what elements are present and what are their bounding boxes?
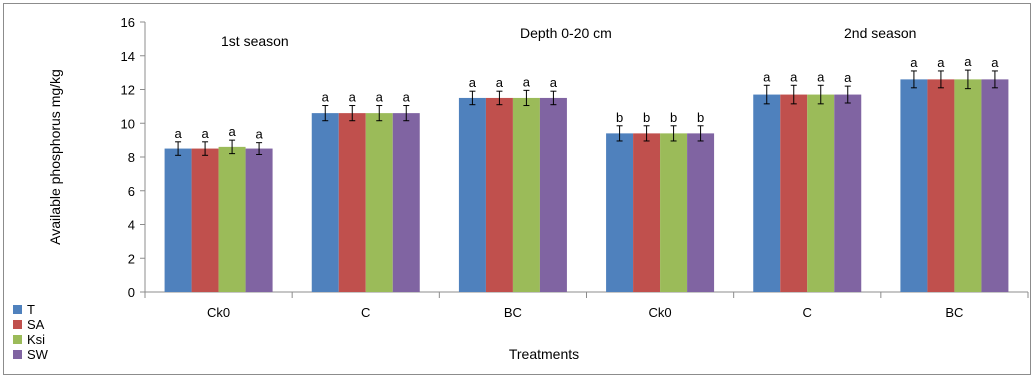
legend-label: T (27, 302, 35, 317)
bar (981, 79, 1009, 292)
significance-label: a (964, 54, 972, 69)
x-tick-label: C (361, 305, 370, 320)
significance-label: b (670, 110, 677, 125)
legend-swatch (13, 320, 22, 329)
x-axis-title: Treatments (509, 346, 579, 362)
significance-label: a (991, 55, 999, 70)
bar (807, 94, 835, 292)
y-axis-title: Available phosphorus mg/kg (47, 69, 63, 245)
bar-chart: 0 2 4 6 8 10 12 14 16 Ck0 a a a a Ca a a a BC a a a a Ck0 b b b b Ca… (13, 15, 1029, 362)
significance-label: a (201, 126, 209, 141)
y-tick-label: 10 (121, 116, 135, 131)
bar (191, 148, 219, 292)
legend-swatch (13, 350, 22, 359)
bar (660, 133, 688, 292)
bar (485, 97, 513, 292)
significance-label: a (469, 75, 477, 90)
y-tick-label: 4 (128, 218, 135, 233)
significance-label: a (523, 74, 531, 89)
bar (245, 148, 273, 292)
significance-label: a (910, 55, 918, 70)
y-tick-label: 6 (128, 184, 135, 199)
legend-label: Ksi (27, 332, 45, 347)
significance-label: a (763, 69, 771, 84)
plot-area: 0 2 4 6 8 10 12 14 16 Ck0 a a a a Ca a a a BC a a a a Ck0 b b b b Ca… (121, 15, 1029, 320)
y-tick-label: 12 (121, 83, 135, 98)
annotation-depth: Depth 0-20 cm (520, 25, 612, 41)
significance-label: a (376, 90, 384, 105)
x-tick-label: Ck0 (207, 305, 230, 320)
significance-label: a (322, 90, 330, 105)
significance-label: b (616, 110, 623, 125)
bar (458, 97, 486, 292)
bar (927, 79, 955, 292)
significance-label: b (643, 110, 650, 125)
annotation-2nd-season: 2nd season (844, 25, 916, 41)
bar (164, 148, 192, 292)
y-tick-label: 0 (128, 285, 135, 300)
x-tick-label: Ck0 (649, 305, 672, 320)
x-tick-label: BC (945, 305, 963, 320)
significance-label: a (844, 70, 852, 85)
significance-label: a (817, 69, 825, 84)
y-tick-label: 8 (128, 150, 135, 165)
y-tick-label: 16 (121, 15, 135, 30)
significance-label: a (174, 126, 182, 141)
significance-label: b (697, 110, 704, 125)
legend-swatch (13, 335, 22, 344)
bar (539, 97, 567, 292)
annotation-1st-season: 1st season (221, 33, 289, 49)
y-tick-label: 14 (121, 49, 135, 64)
bar (311, 113, 339, 292)
significance-label: a (496, 75, 504, 90)
legend-label: SW (27, 347, 49, 362)
x-tick-label: C (803, 305, 812, 320)
y-tick-label: 2 (128, 251, 135, 266)
significance-label: a (550, 75, 558, 90)
bar (687, 133, 715, 292)
bar (512, 97, 540, 292)
bar (753, 94, 781, 292)
x-tick-label: BC (504, 305, 522, 320)
significance-label: a (403, 90, 411, 105)
legend-label: SA (27, 317, 45, 332)
bar (338, 113, 366, 292)
significance-label: a (937, 55, 945, 70)
bar (954, 79, 982, 292)
bar (606, 133, 634, 292)
legend-swatch (13, 305, 22, 314)
bar (834, 94, 862, 292)
bar (633, 133, 661, 292)
significance-label: a (255, 127, 263, 142)
significance-label: a (228, 124, 236, 139)
significance-label: a (790, 69, 798, 84)
bar (365, 113, 393, 292)
bar (780, 94, 808, 292)
bar (392, 113, 420, 292)
bar (218, 146, 246, 292)
significance-label: a (349, 90, 357, 105)
bar (900, 79, 928, 292)
